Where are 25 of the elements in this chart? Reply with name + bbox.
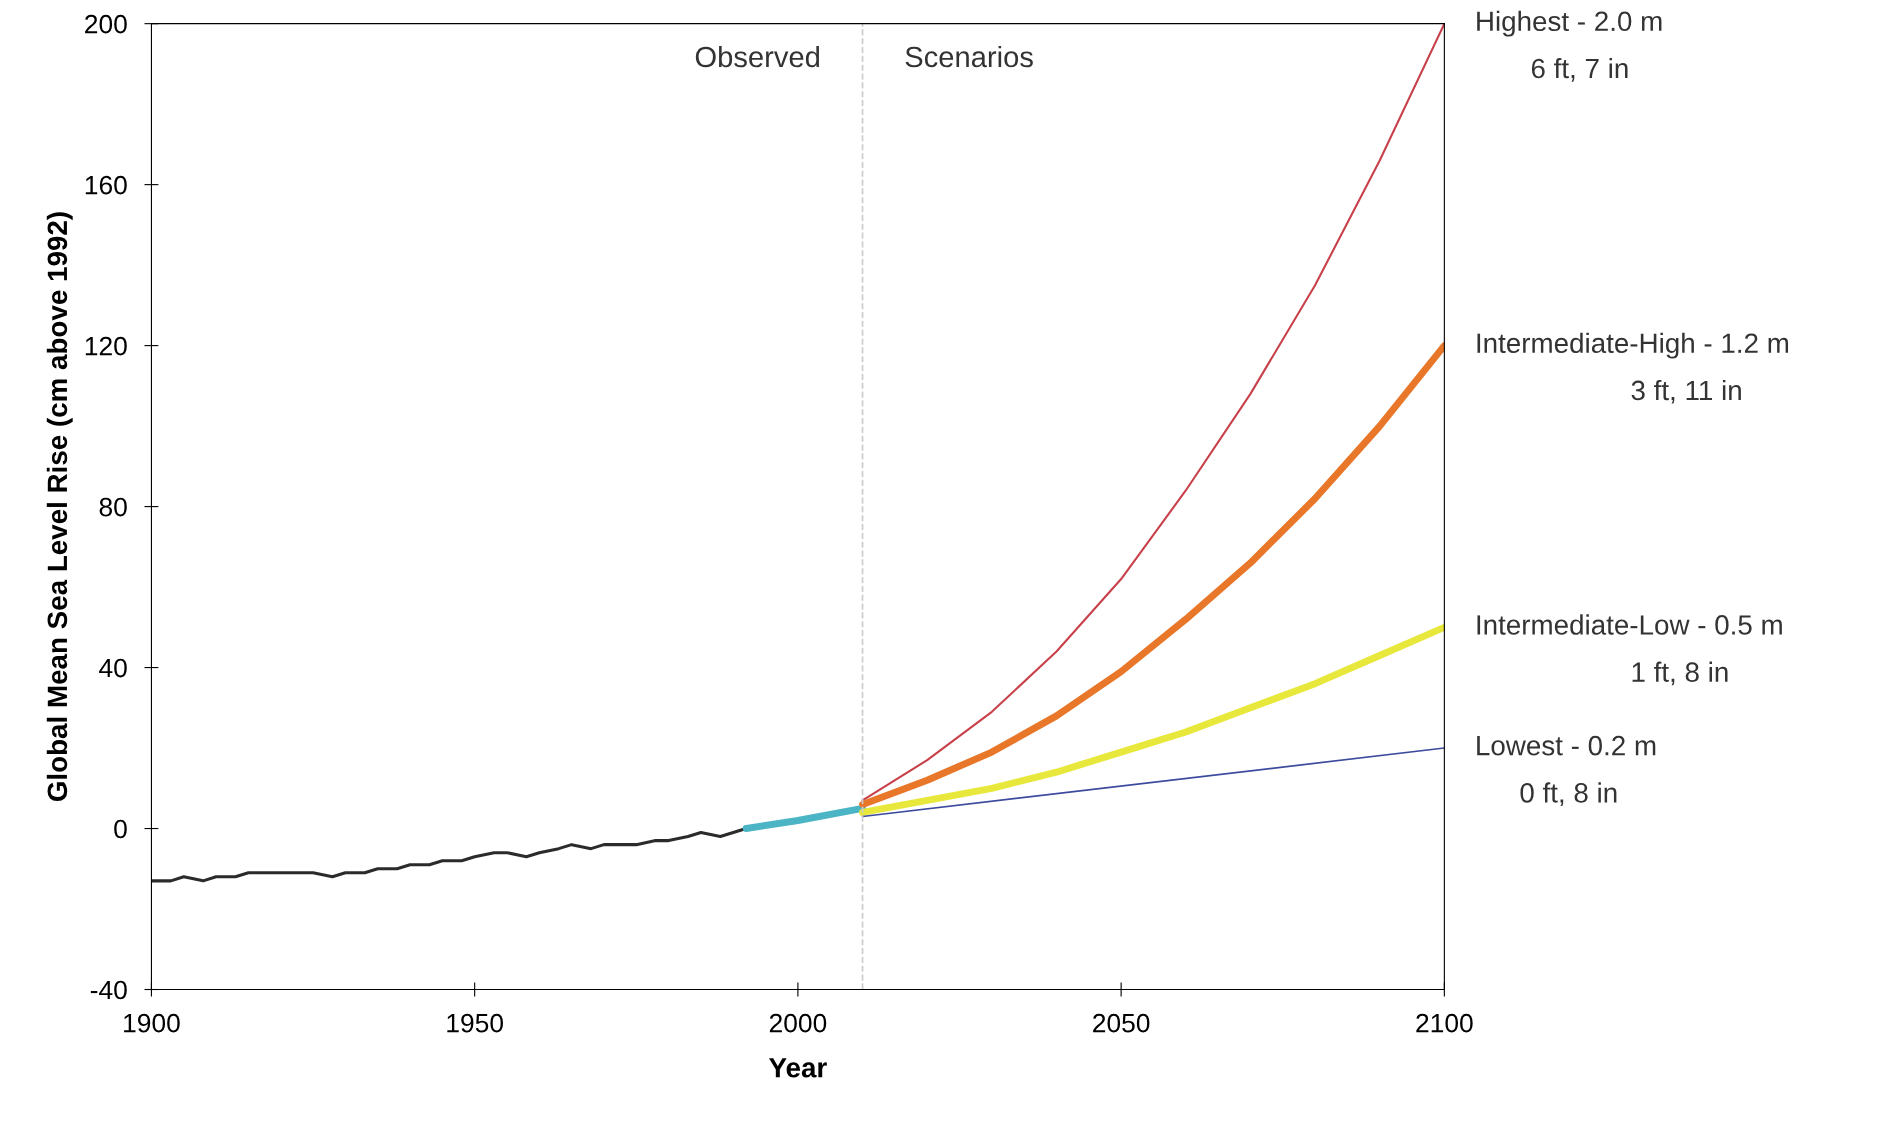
series-label: Lowest - 0.2 m: [1477, 735, 1656, 756]
text: 0 ft, 8 in: [1520, 782, 1617, 807]
annotation: Scenarios: [905, 45, 1033, 68]
series-label: Intermediate-Low - 0.5 m: [1477, 614, 1782, 635]
x-axis-title: Year: [769, 1058, 827, 1078]
y-tick-label: -40: [90, 980, 127, 1000]
y-tick-label: 0: [114, 819, 127, 839]
series-label: Highest - 2.0 m: [1477, 10, 1662, 37]
y-tick-label: 120: [85, 336, 127, 356]
x-tick-label: 1950: [447, 1013, 503, 1033]
y-tick-label: 160: [85, 175, 127, 195]
annotation: Observed: [695, 45, 820, 68]
text: 3 ft, 11 in: [1631, 379, 1741, 404]
y-tick-label: 200: [85, 14, 127, 34]
y-axis-title: Global Mean Sea Level Rise (cm above 1992): [46, 212, 73, 802]
x-tick-label: 2000: [769, 1013, 827, 1033]
y-tick-label: 40: [99, 658, 127, 678]
text: 1 ft, 8 in: [1632, 661, 1728, 686]
line-series: [861, 23, 1445, 802]
y-tick-label: 80: [99, 497, 127, 517]
text: 6 ft, 7 in: [1531, 57, 1628, 82]
x-tick-label: 2050: [1093, 1013, 1150, 1033]
x-tick-label: 2100: [1416, 1013, 1473, 1033]
series-label: Intermediate-High - 1.2 m: [1477, 332, 1789, 359]
x-tick-label: 1900: [124, 1013, 180, 1033]
